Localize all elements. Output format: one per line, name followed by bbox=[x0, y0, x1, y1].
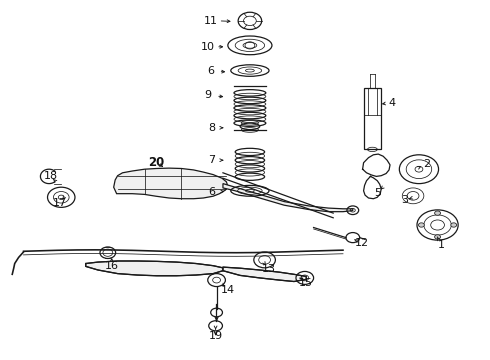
Polygon shape bbox=[114, 168, 228, 199]
Text: 11: 11 bbox=[204, 15, 218, 26]
Text: 15: 15 bbox=[299, 278, 313, 288]
Text: 13: 13 bbox=[262, 264, 275, 274]
Text: 7: 7 bbox=[208, 155, 215, 165]
Text: 17: 17 bbox=[53, 198, 67, 208]
Circle shape bbox=[435, 211, 441, 215]
Text: 20: 20 bbox=[147, 156, 164, 169]
Text: 18: 18 bbox=[44, 171, 57, 181]
Text: 2: 2 bbox=[423, 159, 430, 169]
Text: 4: 4 bbox=[389, 98, 395, 108]
Text: 9: 9 bbox=[205, 90, 212, 100]
Polygon shape bbox=[223, 184, 353, 212]
Circle shape bbox=[418, 223, 424, 227]
Text: 14: 14 bbox=[221, 285, 235, 295]
Text: 5: 5 bbox=[374, 188, 381, 198]
Text: 16: 16 bbox=[105, 261, 119, 271]
Text: 10: 10 bbox=[201, 42, 215, 52]
Text: 6: 6 bbox=[208, 186, 215, 197]
Text: 3: 3 bbox=[401, 195, 408, 205]
Text: 19: 19 bbox=[209, 330, 222, 341]
Circle shape bbox=[451, 223, 457, 227]
Text: 12: 12 bbox=[355, 238, 368, 248]
Text: 8: 8 bbox=[208, 123, 215, 133]
Text: 1: 1 bbox=[438, 240, 444, 250]
FancyBboxPatch shape bbox=[364, 88, 381, 149]
Circle shape bbox=[435, 235, 441, 239]
Polygon shape bbox=[223, 267, 306, 282]
Text: 6: 6 bbox=[207, 66, 214, 76]
Polygon shape bbox=[86, 261, 223, 276]
